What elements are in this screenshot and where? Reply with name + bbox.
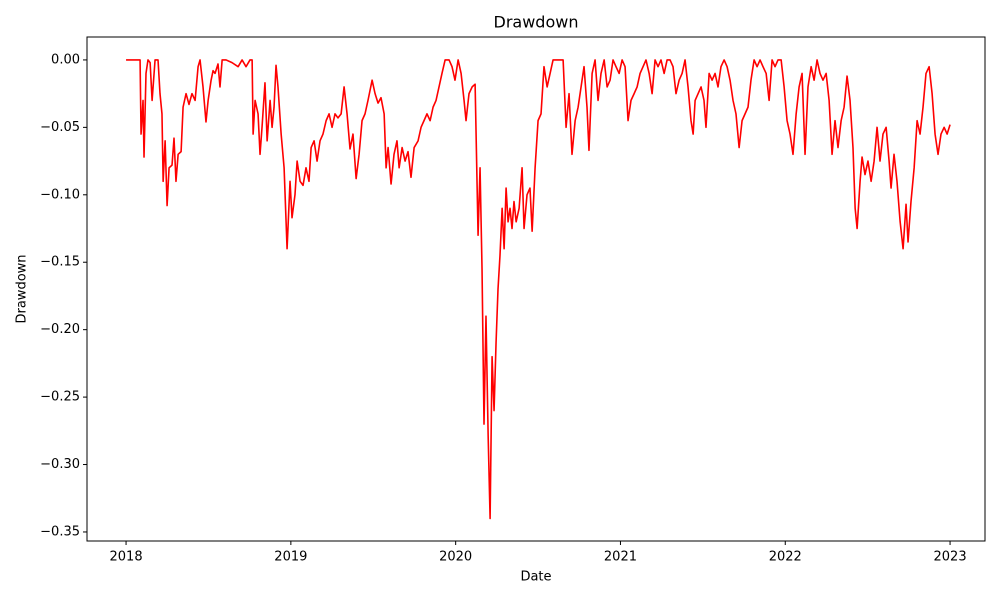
drawdown-line xyxy=(126,59,951,520)
y-tick-label: −0.05 xyxy=(40,120,80,135)
x-tick-label: 2019 xyxy=(274,550,307,565)
x-tick-label: 2023 xyxy=(934,550,967,565)
y-tick-label: 0.00 xyxy=(51,52,80,67)
y-tick-label: −0.35 xyxy=(40,524,80,539)
x-tick-label: 2018 xyxy=(110,550,143,565)
y-tick-label: −0.20 xyxy=(40,322,80,337)
y-tick-label: −0.15 xyxy=(40,255,80,270)
x-tick-label: 2020 xyxy=(439,550,472,565)
y-tick-label: −0.30 xyxy=(40,457,80,472)
plot-frame xyxy=(86,36,986,542)
y-axis-label: Drawdown xyxy=(15,254,30,323)
chart-title: Drawdown xyxy=(494,13,579,32)
x-tick-label: 2021 xyxy=(604,550,637,565)
y-tick-label: −0.10 xyxy=(40,187,80,202)
y-tick-label: −0.25 xyxy=(40,390,80,405)
x-tick-label: 2022 xyxy=(769,550,802,565)
x-axis-label: Date xyxy=(520,570,551,585)
